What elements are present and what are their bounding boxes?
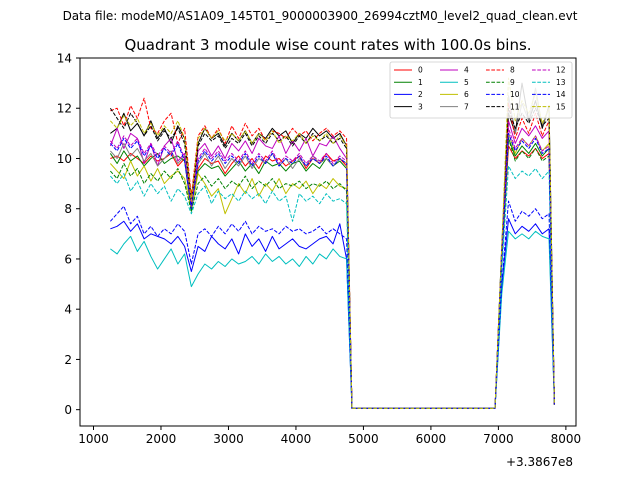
legend-label-13: 13 <box>556 78 566 87</box>
legend-label-3: 3 <box>418 102 423 111</box>
y-tick-label: 4 <box>64 303 72 317</box>
series-line-15 <box>109 77 555 409</box>
plot-area: 1000 2000 3000 4000 5000 6000 7000 8000 0246810… <box>57 52 581 470</box>
y-axis: 0 2 4 6 8 10 12 14 <box>57 52 80 417</box>
series-line-5 <box>110 230 555 409</box>
legend-label-4: 4 <box>464 66 469 75</box>
legend-label-11: 11 <box>510 102 520 111</box>
legend-label-7: 7 <box>464 102 469 111</box>
x-axis: 1000 2000 3000 4000 5000 6000 7000 8000 <box>78 426 581 446</box>
legend-label-0: 0 <box>418 66 423 75</box>
legend-label-10: 10 <box>510 90 520 99</box>
y-tick-label: 12 <box>57 102 72 116</box>
x-tick-label: 3000 <box>213 432 244 446</box>
series-line-12 <box>109 127 555 409</box>
x-tick-label: 6000 <box>416 432 447 446</box>
legend-label-6: 6 <box>464 90 469 99</box>
y-tick-label: 8 <box>64 202 72 216</box>
series-line-9 <box>109 137 555 409</box>
x-offset-label: +3.3867e8 <box>506 455 573 469</box>
legend-label-15: 15 <box>556 102 566 111</box>
legend-label-14: 14 <box>556 90 566 99</box>
series-line-11 <box>109 107 555 409</box>
axes-frame <box>79 57 577 427</box>
suptitle: Data file: modeM0/AS1A09_145T01_90000039… <box>63 9 578 23</box>
legend-label-12: 12 <box>556 66 566 75</box>
legend-label-5: 5 <box>464 78 469 87</box>
legend-label-1: 1 <box>418 78 423 87</box>
x-tick-label: 4000 <box>281 432 312 446</box>
series-line-10 <box>109 200 555 409</box>
y-tick-label: 10 <box>57 152 72 166</box>
y-tick-label: 6 <box>64 252 72 266</box>
legend-label-2: 2 <box>418 90 423 99</box>
x-tick-label: 1000 <box>78 432 109 446</box>
y-tick-label: 0 <box>64 403 72 417</box>
legend-label-9: 9 <box>510 78 515 87</box>
y-tick-label: 14 <box>57 52 72 66</box>
x-tick-label: 7000 <box>483 432 514 446</box>
y-tick-label: 2 <box>64 353 72 367</box>
series-line-13 <box>109 165 555 409</box>
x-tick-label: 2000 <box>146 432 177 446</box>
x-tick-label: 8000 <box>551 432 582 446</box>
legend-box <box>389 61 573 119</box>
x-tick-label: 5000 <box>348 432 379 446</box>
chart-title: Quadrant 3 module wise count rates with … <box>124 36 531 54</box>
legend-label-8: 8 <box>510 66 515 75</box>
series-layer <box>109 77 555 409</box>
